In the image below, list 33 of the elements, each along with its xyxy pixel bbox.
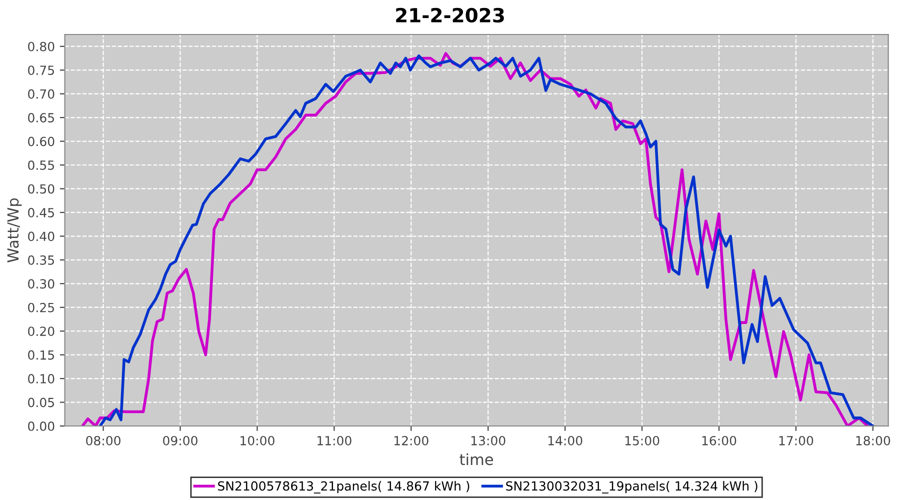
y-tick-label: 0.55 [28, 160, 54, 170]
y-axis-title: Watt/Wp [7, 198, 22, 262]
y-tick-label: 0.40 [28, 232, 54, 242]
x-tick-label: 10:00 [240, 436, 274, 446]
y-tick-label: 0.65 [28, 113, 54, 122]
y-tick-label: 0.75 [28, 66, 54, 76]
y-tick-label: 0.05 [28, 398, 54, 408]
x-tick-label: 18:00 [856, 436, 890, 446]
y-tick-label: 0.80 [28, 42, 54, 52]
x-tick-label: 14:00 [548, 436, 582, 446]
y-tick-label: 0.30 [28, 279, 54, 289]
y-tick-label: 0.10 [28, 374, 54, 384]
legend-label: SN2130032031_19panels( 14.324 kWh ) [506, 481, 758, 494]
y-tick-label: 0.00 [28, 421, 54, 431]
x-tick-label: 11:00 [318, 436, 352, 446]
x-tick-label: 15:00 [625, 436, 660, 446]
x-tick-label: 08:00 [86, 436, 120, 446]
y-tick-label: 0.45 [28, 208, 54, 218]
y-tick-label: 0.60 [28, 136, 54, 146]
legend-label: SN2100578613_21panels( 14.867 kWh ) [218, 481, 470, 494]
x-tick-label: 09:00 [163, 436, 198, 446]
y-tick-label: 0.25 [28, 302, 54, 312]
y-tick-label: 0.70 [28, 89, 54, 99]
y-tick-label: 0.50 [28, 184, 54, 194]
y-tick-label: 0.20 [28, 326, 54, 336]
x-tick-label: 17:00 [779, 436, 814, 446]
x-tick-label: 13:00 [471, 436, 506, 446]
y-tick-label: 0.15 [28, 350, 54, 360]
x-tick-label: 12:00 [394, 436, 428, 446]
x-tick-label: 16:00 [702, 436, 736, 446]
y-tick-label: 0.35 [28, 255, 54, 265]
chart-title: 21-2-2023 [396, 8, 504, 23]
x-axis-title: time [460, 453, 493, 466]
